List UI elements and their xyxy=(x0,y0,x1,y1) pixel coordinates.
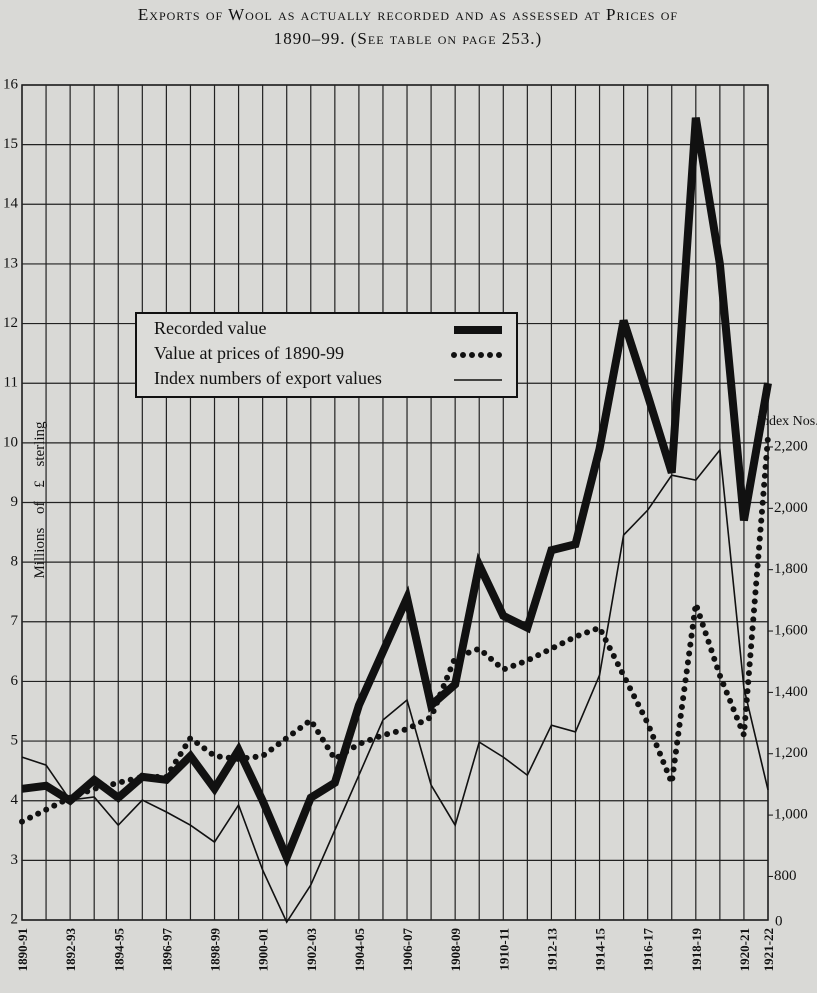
y-tick-label: 11 xyxy=(4,375,18,391)
y-tick-label: 9 xyxy=(11,494,19,510)
y-tick-label: 13 xyxy=(3,255,18,271)
x-tick-label: 1896-97 xyxy=(159,928,174,972)
y2-tick-label: 1,600 xyxy=(774,622,808,638)
y-tick-label: 3 xyxy=(11,852,19,868)
x-tick-label: 1894-95 xyxy=(111,928,126,972)
y-tick-label: 12 xyxy=(3,315,18,331)
y-tick-label: 5 xyxy=(11,733,19,749)
x-tick-label: 1902-03 xyxy=(304,928,319,972)
y2-tick-label: 2,000 xyxy=(774,500,808,516)
y-tick-label: 7 xyxy=(11,613,19,629)
chart-title: Exports of Wool as actually recorded and… xyxy=(138,5,678,24)
x-tick-label: 1916-17 xyxy=(641,928,656,972)
x-tick-label: 1914-15 xyxy=(593,928,608,972)
x-tick-label: 1918-19 xyxy=(689,928,704,972)
x-tick-label: 1906-07 xyxy=(400,928,415,972)
legend-label: Value at prices of 1890-99 xyxy=(154,343,344,363)
x-tick-label: 1912-13 xyxy=(544,928,559,972)
legend-label: Index numbers of export values xyxy=(154,368,382,388)
y2-break-label: 0 xyxy=(775,913,783,929)
y2-tick-label: 1,200 xyxy=(774,745,808,761)
series-line xyxy=(19,433,771,825)
y-axis-label: Millions of £ sterling xyxy=(32,421,48,579)
y2-axis-label: Index Nos. xyxy=(757,414,817,429)
y2-tick-label: 1,000 xyxy=(774,807,808,823)
y-tick-label: 14 xyxy=(3,196,19,212)
x-tick-label: 1892-93 xyxy=(63,928,78,972)
x-tick-label: 1900-01 xyxy=(256,928,271,971)
x-tick-label: 1890-91 xyxy=(15,928,30,971)
y-tick-label: 2 xyxy=(11,911,19,927)
x-tick-label: 1921-22 xyxy=(761,928,776,971)
chart-subtitle: 1890–99. (See table on page 253.) xyxy=(274,29,542,48)
x-tick-label: 1908-09 xyxy=(448,928,463,972)
x-tick-label: 1898-99 xyxy=(208,928,223,972)
x-tick-label: 1904-05 xyxy=(352,928,367,972)
y-tick-label: 15 xyxy=(3,136,18,152)
x-tick-label: 1910-11 xyxy=(496,928,511,971)
y-tick-label: 4 xyxy=(11,792,19,808)
y-tick-label: 16 xyxy=(3,76,19,92)
y2-tick-label: 1,400 xyxy=(774,684,808,700)
y2-tick-label: 2,200 xyxy=(774,438,808,454)
y-tick-label: 10 xyxy=(3,434,18,450)
y-tick-label: 6 xyxy=(11,673,19,689)
x-tick-label: 1920-21 xyxy=(737,928,752,971)
legend-label: Recorded value xyxy=(154,318,266,338)
y2-tick-label: 1,800 xyxy=(774,561,808,577)
series-line xyxy=(21,448,769,924)
y-tick-label: 8 xyxy=(11,554,19,570)
y2-tick-label: 800 xyxy=(774,868,797,884)
